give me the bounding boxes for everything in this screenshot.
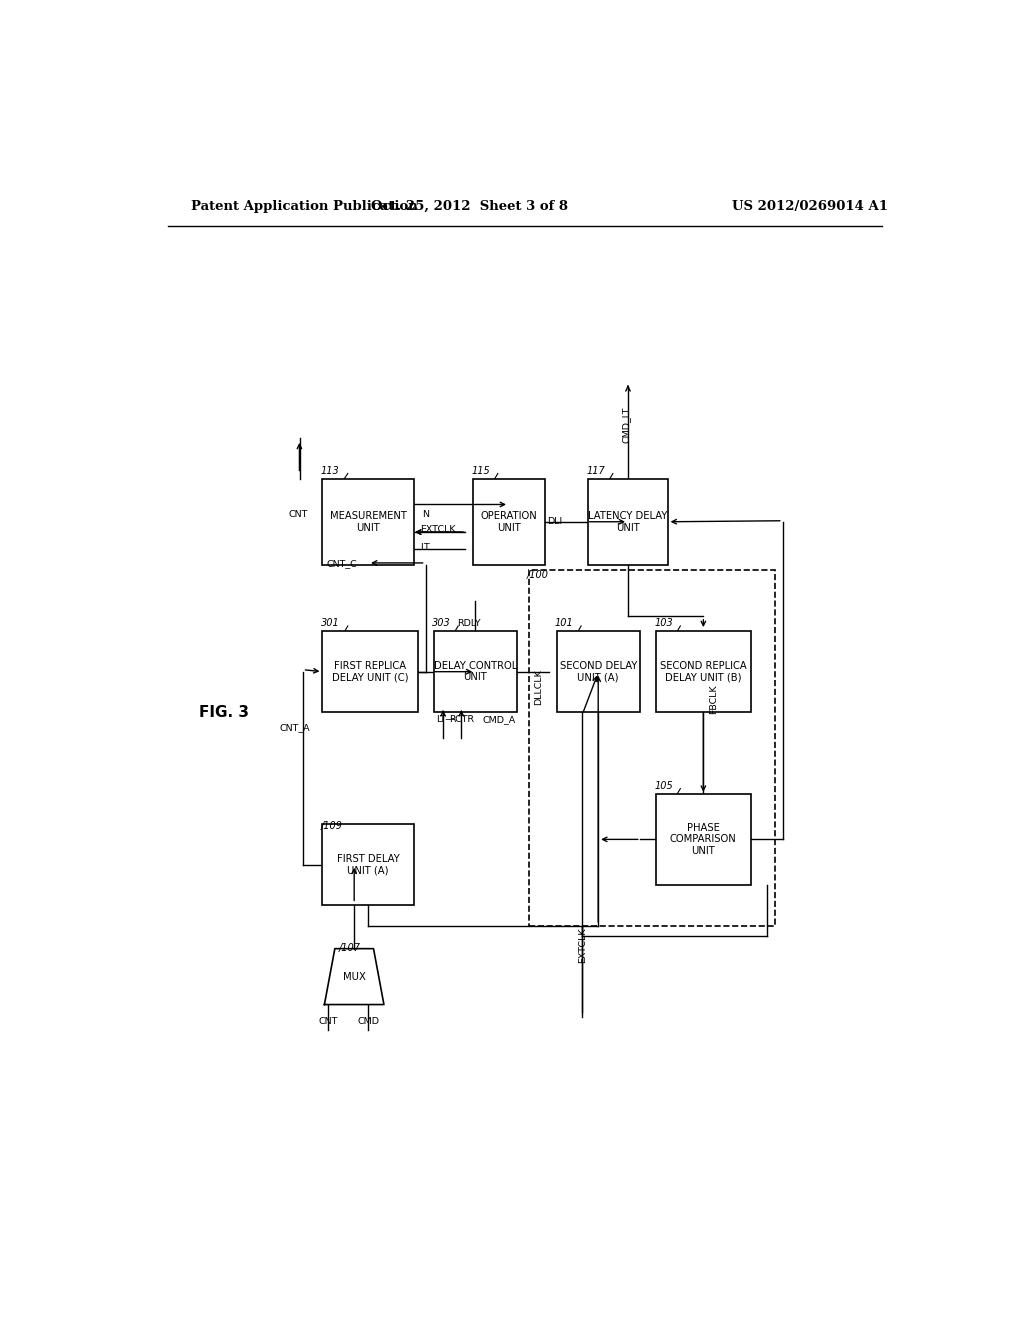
Text: US 2012/0269014 A1: US 2012/0269014 A1 [732,199,889,213]
Text: 303: 303 [432,618,451,628]
Text: 117: 117 [587,466,605,475]
Bar [433,631,517,713]
Text: PHASE
COMPARISON
UNIT: PHASE COMPARISON UNIT [670,822,736,855]
Text: CNT_C: CNT_C [327,558,357,568]
Text: EXTCLK: EXTCLK [579,928,587,964]
Text: CNT_A: CNT_A [280,723,310,733]
Text: OPERATION
UNIT: OPERATION UNIT [480,511,538,532]
Text: 105: 105 [654,780,673,791]
Text: SECOND REPLICA
DELAY UNIT (B): SECOND REPLICA DELAY UNIT (B) [660,661,746,682]
Bar [655,631,751,713]
Text: /109: /109 [321,821,343,832]
Text: LT―: LT― [436,715,455,725]
Text: 113: 113 [321,466,340,475]
Text: 101: 101 [555,618,573,628]
Text: SECOND DELAY
UNIT (A): SECOND DELAY UNIT (A) [559,661,637,682]
Text: MUX: MUX [343,972,366,982]
Text: EXTCLK: EXTCLK [420,525,456,533]
Bar [528,570,775,925]
Polygon shape [325,949,384,1005]
Text: FIRST REPLICA
DELAY UNIT (C): FIRST REPLICA DELAY UNIT (C) [332,661,409,682]
Text: CNT: CNT [318,1016,338,1026]
Bar [323,479,414,565]
Text: FIRST DELAY
UNIT (A): FIRST DELAY UNIT (A) [337,854,399,875]
Text: RCTR: RCTR [450,715,474,725]
Text: 301: 301 [321,618,340,628]
Bar [557,631,640,713]
Text: 103: 103 [654,618,673,628]
Text: DLI: DLI [547,516,562,525]
Bar [323,824,414,906]
Text: CMD_LT: CMD_LT [622,407,631,444]
Text: FBCLK: FBCLK [710,684,718,714]
Text: FIG. 3: FIG. 3 [200,705,250,719]
Text: LATENCY DELAY
UNIT: LATENCY DELAY UNIT [588,511,668,532]
Text: CMD: CMD [357,1016,380,1026]
Text: RDLY: RDLY [458,619,481,628]
Bar [473,479,545,565]
Bar [588,479,668,565]
Text: /107: /107 [338,942,360,953]
Text: CMD_A: CMD_A [482,715,516,725]
Text: Oct. 25, 2012  Sheet 3 of 8: Oct. 25, 2012 Sheet 3 of 8 [371,199,567,213]
Text: CNT: CNT [289,510,308,519]
Bar [655,793,751,886]
Text: /100: /100 [527,570,549,579]
Text: N: N [422,510,429,519]
Text: 115: 115 [472,466,490,475]
Text: DLLCLK: DLLCLK [535,669,543,705]
Text: Patent Application Publication: Patent Application Publication [191,199,418,213]
Text: MEASUREMENT
UNIT: MEASUREMENT UNIT [330,511,407,532]
Text: LT: LT [420,544,430,552]
Text: DELAY CONTROL
UNIT: DELAY CONTROL UNIT [433,661,517,682]
Bar [323,631,418,713]
